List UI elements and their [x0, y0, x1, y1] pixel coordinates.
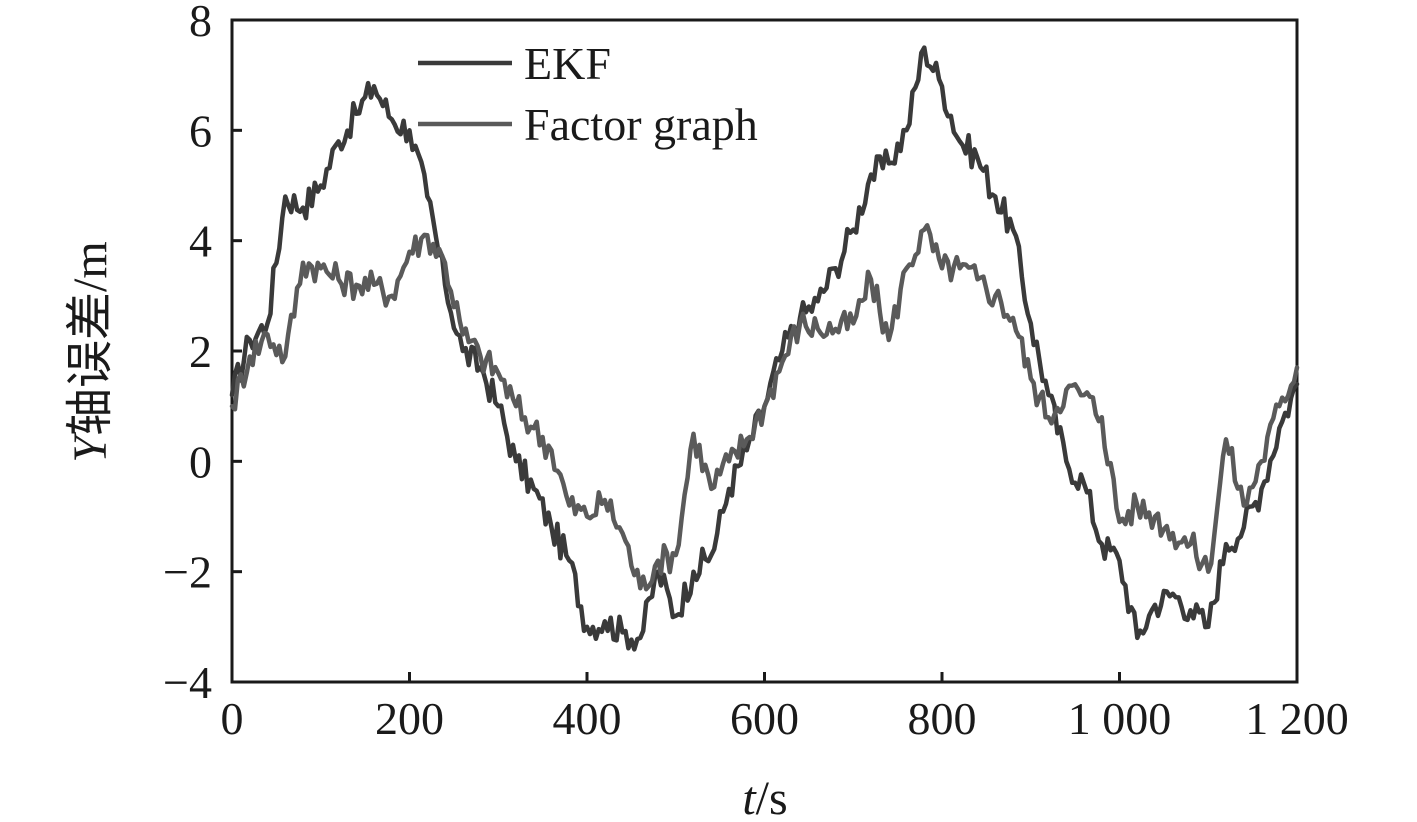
y-tick-label: 4: [189, 216, 212, 267]
series-line-factor-graph: [229, 223, 1300, 592]
series-group: [229, 45, 1300, 652]
y-tick-label: 2: [189, 326, 212, 377]
plot-area: [229, 18, 1300, 684]
y-tick-label: 8: [189, 0, 212, 46]
x-tick-label: 800: [908, 693, 977, 744]
y-tick-label: −4: [163, 657, 212, 708]
y-axis-title: Y轴误差/m: [64, 241, 117, 462]
legend-label-factor-graph: Factor graph: [524, 99, 758, 150]
y-tick-label: 0: [189, 436, 212, 487]
y-tick-label: 6: [189, 105, 212, 156]
y-axis-title-italic: Y: [64, 432, 117, 463]
x-tick-label: 1 200: [1245, 693, 1349, 744]
x-tick-label: 0: [221, 693, 244, 744]
x-axis-ticks: 0 200 400 600 800 1 000 1 200: [221, 672, 1349, 744]
x-tick-label: 400: [553, 693, 622, 744]
y-axis-title-unit: 轴误差/m: [64, 241, 117, 436]
x-axis-title-italic: t: [742, 772, 757, 822]
legend: EKF Factor graph: [418, 38, 758, 150]
x-tick-label: 200: [375, 693, 444, 744]
x-tick-label: 600: [730, 693, 799, 744]
y-axis-ticks: −4 −2 0 2 4 6 8: [163, 0, 242, 708]
series-line-ekf: [229, 45, 1300, 652]
x-axis-title: t/s: [742, 772, 787, 822]
x-axis-title-unit: /s: [756, 772, 788, 822]
legend-label-ekf: EKF: [524, 38, 611, 89]
y-tick-label: −2: [163, 547, 212, 598]
x-tick-label: 1 000: [1068, 693, 1172, 744]
